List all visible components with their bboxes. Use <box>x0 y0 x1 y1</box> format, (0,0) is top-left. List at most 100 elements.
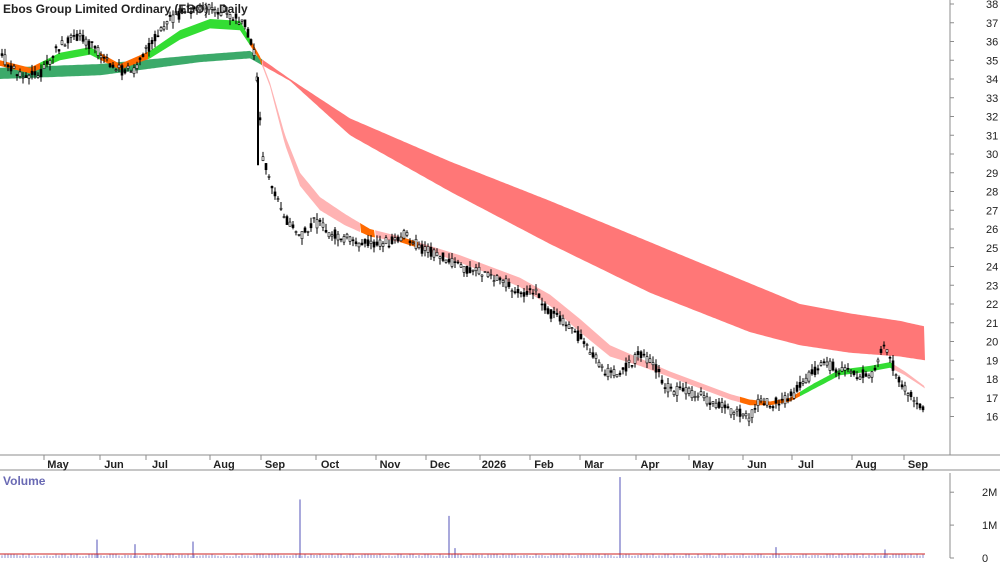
candle-body <box>582 341 586 344</box>
candle-body <box>279 207 283 210</box>
candle-body <box>555 312 559 315</box>
candle-body <box>270 186 274 189</box>
candle-body <box>45 61 49 65</box>
candle-body <box>741 413 745 417</box>
candle-body <box>39 69 43 78</box>
candle-body <box>540 303 544 306</box>
candle-body <box>429 246 433 257</box>
candle-body <box>525 290 529 295</box>
time-axis: May Jun Jul Aug Sep Oct Nov Dec 2026 Feb Mar Apr May… <box>43 455 928 471</box>
volume-panel: 0 1M 2M <box>0 473 997 565</box>
candle-body <box>768 405 772 408</box>
candle-body <box>810 369 814 375</box>
price-tick-label: 25 <box>986 243 998 255</box>
candle-body <box>891 360 895 371</box>
candle-body <box>615 374 619 378</box>
price-tick-label: 24 <box>986 262 998 274</box>
candle-body <box>783 395 787 405</box>
candle-body <box>840 367 844 372</box>
time-tick-label: Nov <box>380 459 402 471</box>
candle-body <box>882 344 886 347</box>
candle-body <box>666 383 670 393</box>
time-tick-label: Jul <box>152 459 168 471</box>
candle-body <box>696 395 700 398</box>
candle-body <box>636 351 640 356</box>
candle-body <box>468 267 472 273</box>
candle-body <box>726 406 730 409</box>
candle-body <box>648 358 652 363</box>
candle-body <box>189 11 193 14</box>
candle-body <box>444 259 448 263</box>
price-tick-label: 34 <box>986 74 998 86</box>
candle-body <box>876 359 880 363</box>
candle-body <box>171 14 175 23</box>
candle-body <box>765 398 769 406</box>
candle-body <box>459 264 463 268</box>
chart-title: Ebos Group Limited Ordinary (EBO) - Dail… <box>3 2 248 16</box>
candle-body <box>501 280 505 283</box>
candle-body <box>24 75 28 78</box>
candle-body <box>543 303 547 311</box>
candle-body <box>312 217 316 219</box>
candle-body <box>390 236 394 244</box>
candle-body <box>756 398 760 406</box>
candle-body <box>531 292 535 295</box>
candle-body <box>585 344 589 346</box>
time-tick-label: Feb <box>534 459 554 471</box>
candle-body <box>672 391 676 396</box>
candle-body <box>12 65 16 69</box>
candle-body <box>156 35 160 38</box>
candle-body <box>36 75 40 78</box>
candle-body <box>162 26 166 30</box>
candle-body <box>714 402 718 408</box>
candle-body <box>699 391 703 395</box>
candle-body <box>564 324 568 327</box>
candle-body <box>285 216 289 225</box>
candle-body <box>462 266 466 273</box>
candle-body <box>852 370 856 376</box>
short-term-band-segment <box>262 61 360 233</box>
candle-body <box>453 261 457 263</box>
candle-body <box>915 402 919 405</box>
candle-body <box>885 349 889 353</box>
time-tick-label: 2026 <box>482 459 506 471</box>
candle-body <box>498 277 502 281</box>
candle-body <box>780 398 784 401</box>
candle-body <box>537 293 541 298</box>
candle-body <box>912 400 916 402</box>
candle-body <box>393 237 397 241</box>
candle-body <box>126 65 130 69</box>
candle-body <box>450 258 454 267</box>
price-tick-label: 32 <box>986 112 998 124</box>
candle-body <box>846 367 850 370</box>
candle-body <box>261 156 265 161</box>
candle-body <box>432 249 436 258</box>
candle-body <box>717 401 721 408</box>
candle-body <box>381 243 385 247</box>
candle-body <box>522 292 526 297</box>
candle-body <box>588 352 592 355</box>
candle-body <box>75 33 79 41</box>
candle-body <box>759 398 763 402</box>
candle-body <box>639 351 643 358</box>
price-axis: 16 17 18 19 20 21 22 23 24 25 26 27 28 29 30 31 32 33 34 35… <box>0 0 1000 471</box>
candle-body <box>375 241 379 246</box>
candle-body <box>210 7 214 10</box>
candle-body <box>150 40 154 45</box>
candle-body <box>417 244 421 248</box>
price-tick-label: 17 <box>986 393 998 405</box>
price-tick-label: 31 <box>986 130 998 142</box>
candle-body <box>897 377 901 383</box>
candle-body <box>894 374 898 377</box>
candle-body <box>135 64 139 69</box>
candle-body <box>228 14 232 19</box>
candle-body <box>720 402 724 408</box>
time-tick-label: May <box>692 459 714 471</box>
candle-body <box>804 377 808 384</box>
candle-body <box>630 365 634 367</box>
candle-body <box>309 223 313 229</box>
candle-body <box>120 65 124 76</box>
candle-body <box>123 69 127 74</box>
candle-body <box>402 230 406 239</box>
candle-body <box>405 232 409 236</box>
